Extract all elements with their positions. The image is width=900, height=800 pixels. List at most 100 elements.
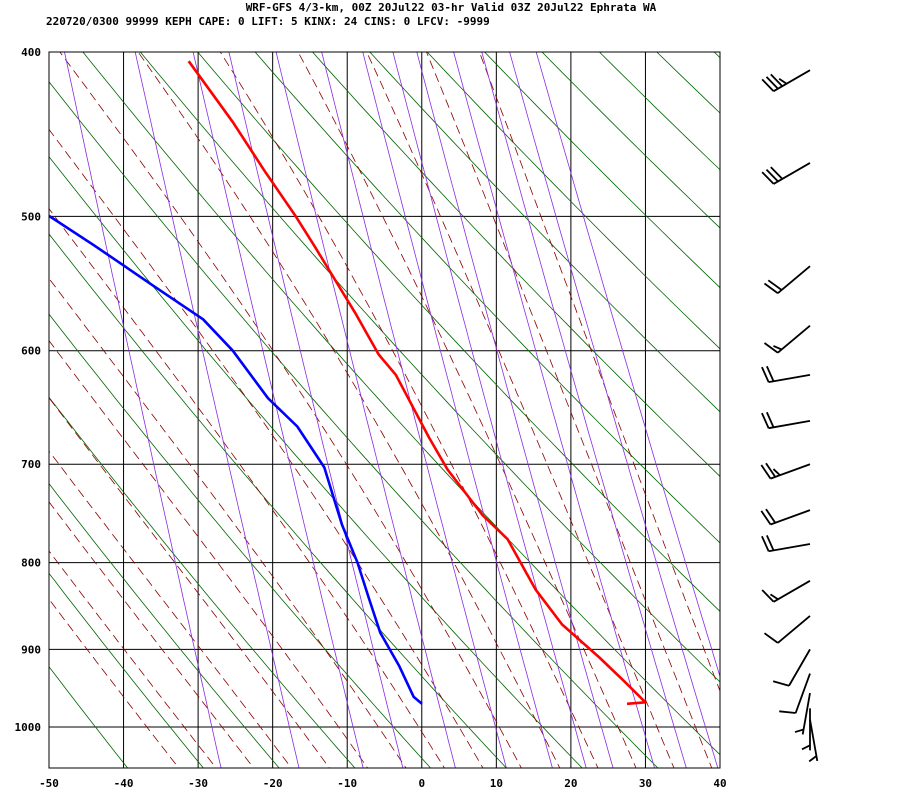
wind-barb-feather bbox=[761, 412, 770, 429]
mixing-ratio-line bbox=[192, 52, 364, 768]
pressure-tick-label: 400 bbox=[21, 46, 41, 59]
temperature-tick-label: -30 bbox=[188, 777, 208, 790]
moist-adiabat bbox=[426, 52, 713, 768]
moist-adiabat bbox=[297, 52, 637, 768]
dry-adiabat bbox=[484, 52, 720, 289]
moist-adiabat bbox=[219, 52, 599, 768]
temperature-tick-label: -40 bbox=[114, 777, 134, 790]
dry-adiabat bbox=[82, 52, 720, 756]
wind-barb-feather bbox=[761, 171, 775, 185]
wind-barb-feather bbox=[765, 508, 776, 524]
temperature-tick-label: 10 bbox=[490, 777, 503, 790]
wind-barb bbox=[801, 708, 811, 751]
temperature-tick-label: -50 bbox=[39, 777, 59, 790]
dry-adiabat bbox=[49, 233, 507, 768]
dry-adiabat bbox=[49, 313, 432, 768]
temperature-tick-label: 30 bbox=[639, 777, 652, 790]
wind-barb-feather bbox=[766, 534, 775, 551]
wind-barb-staff bbox=[770, 463, 811, 480]
mixing-ratio-line bbox=[481, 52, 687, 768]
wind-barb bbox=[761, 162, 811, 185]
moist-adiabat bbox=[49, 501, 255, 768]
wind-barb-feather bbox=[763, 632, 779, 644]
wind-barb bbox=[794, 692, 811, 735]
wind-barb-feather bbox=[761, 78, 775, 92]
dry-adiabat bbox=[678, 0, 900, 797]
mixing-ratio-line bbox=[535, 52, 720, 678]
wind-barb-feather bbox=[765, 76, 779, 90]
wind-barb-feather bbox=[763, 282, 779, 294]
pressure-tick-label: 700 bbox=[21, 458, 41, 471]
temperature-profile bbox=[187, 60, 647, 706]
moist-adiabat bbox=[49, 450, 292, 768]
wind-barb bbox=[761, 580, 811, 603]
moist-adiabat bbox=[49, 128, 484, 768]
wind-barb-feather bbox=[761, 589, 775, 603]
wind-barb bbox=[808, 719, 819, 763]
moist-adiabat bbox=[49, 598, 180, 768]
dewpoint-profile bbox=[49, 214, 423, 705]
wind-barb-feather bbox=[769, 593, 779, 601]
wind-barb-feather bbox=[773, 345, 783, 351]
moist-adiabat bbox=[366, 52, 675, 768]
mixing-ratio-line bbox=[509, 52, 719, 768]
moist-adiabat bbox=[49, 208, 445, 768]
wind-barb-feather bbox=[765, 168, 779, 183]
wind-barb-feather bbox=[772, 468, 781, 476]
wind-barb bbox=[761, 69, 811, 92]
pressure-tick-label: 500 bbox=[21, 210, 41, 223]
wind-barb-feather bbox=[794, 728, 804, 733]
dry-adiabat bbox=[49, 156, 583, 768]
wind-barb-feather bbox=[770, 166, 783, 180]
wind-barb-feather bbox=[778, 78, 788, 85]
dry-adiabat bbox=[656, 52, 720, 114]
mixing-ratio-line bbox=[416, 52, 614, 768]
dry-adiabat bbox=[786, 0, 900, 797]
dry-adiabat bbox=[311, 52, 720, 477]
dry-adiabat bbox=[49, 81, 659, 768]
wind-barb bbox=[761, 411, 811, 430]
moist-adiabat bbox=[137, 52, 561, 768]
moist-adiabat bbox=[49, 340, 369, 768]
wind-barb-feather bbox=[766, 411, 775, 428]
wind-barb-staff bbox=[773, 580, 811, 603]
wind-barb bbox=[761, 534, 811, 553]
dry-adiabat bbox=[598, 52, 720, 171]
dry-adiabat bbox=[624, 0, 900, 797]
wind-barb-staff bbox=[777, 265, 811, 294]
chart-title: WRF-GFS 4/3-km, 00Z 20Jul22 03-hr Valid … bbox=[246, 1, 657, 14]
moist-adiabat bbox=[49, 550, 217, 768]
wind-barb-feather bbox=[801, 744, 811, 751]
wind-barb-staff bbox=[809, 719, 819, 762]
temperature-tick-label: 40 bbox=[713, 777, 726, 790]
wind-barb-staff bbox=[801, 692, 811, 735]
dry-adiabat bbox=[841, 0, 900, 797]
temperature-tick-label: -10 bbox=[337, 777, 357, 790]
mixing-ratio-line bbox=[64, 52, 222, 768]
wind-barb-feather bbox=[760, 464, 772, 480]
mixing-ratio-line bbox=[275, 52, 456, 768]
wind-barb-feather bbox=[761, 366, 770, 383]
wind-barb-staff bbox=[788, 648, 811, 687]
wind-barb bbox=[772, 648, 811, 687]
wind-barb-feather bbox=[763, 342, 779, 354]
temperature-tick-label: -20 bbox=[263, 777, 283, 790]
dry-adiabat bbox=[49, 396, 356, 768]
dry-adiabat bbox=[49, 666, 129, 768]
wind-barb-feather bbox=[779, 710, 796, 714]
wind-barb-staff bbox=[794, 673, 811, 714]
mixing-ratio-line bbox=[321, 52, 507, 768]
wind-barb bbox=[779, 673, 811, 714]
wind-barb-feather bbox=[765, 462, 776, 478]
dry-adiabat bbox=[139, 52, 720, 683]
dry-adiabat bbox=[369, 52, 720, 413]
pressure-tick-label: 1000 bbox=[15, 721, 42, 734]
sounding-profiles bbox=[49, 60, 647, 706]
moist-adiabat bbox=[59, 52, 522, 768]
wind-barb-staff bbox=[773, 69, 811, 92]
pressure-tick-label: 900 bbox=[21, 643, 41, 656]
wind-barb-staff bbox=[768, 543, 811, 553]
wind-barb-feather bbox=[770, 73, 783, 87]
wind-barb-feather bbox=[772, 680, 790, 687]
